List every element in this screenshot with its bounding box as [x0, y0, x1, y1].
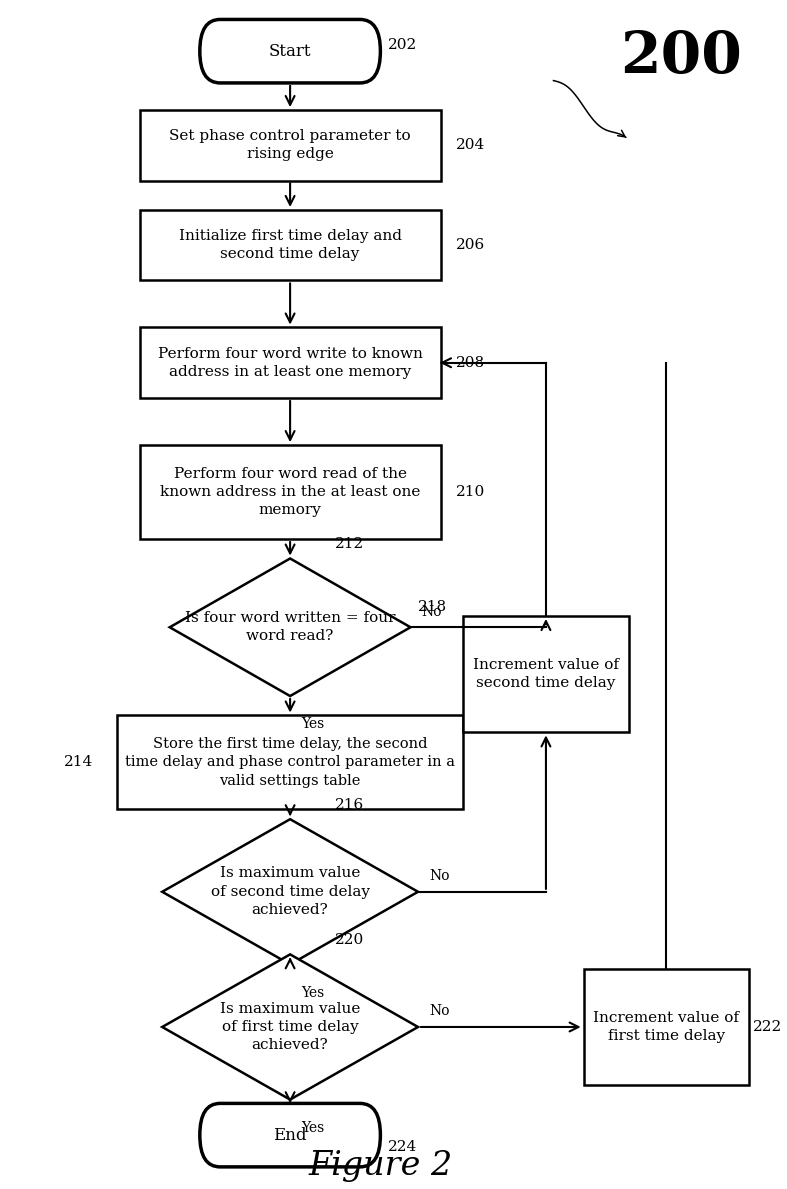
- Text: Is maximum value
of second time delay
achieved?: Is maximum value of second time delay ac…: [211, 867, 370, 917]
- Text: 204: 204: [456, 138, 485, 152]
- FancyBboxPatch shape: [200, 1103, 380, 1166]
- Text: No: No: [422, 604, 442, 618]
- Text: Set phase control parameter to
rising edge: Set phase control parameter to rising ed…: [169, 130, 411, 162]
- Text: Yes: Yes: [301, 717, 325, 731]
- Polygon shape: [162, 819, 418, 964]
- Text: Perform four word read of the
known address in the at least one
memory: Perform four word read of the known addr…: [160, 466, 420, 517]
- Text: 208: 208: [456, 356, 485, 370]
- Text: No: No: [430, 1005, 450, 1018]
- Text: 216: 216: [335, 798, 364, 812]
- Text: 206: 206: [456, 238, 485, 252]
- Text: End: End: [273, 1127, 307, 1144]
- Bar: [139, 445, 441, 539]
- Text: 214: 214: [65, 755, 94, 769]
- Bar: [139, 327, 441, 398]
- Text: 220: 220: [335, 933, 364, 948]
- Text: Perform four word write to known
address in at least one memory: Perform four word write to known address…: [157, 346, 423, 379]
- Text: 224: 224: [388, 1140, 417, 1153]
- Text: 202: 202: [388, 38, 417, 52]
- Text: 210: 210: [456, 485, 485, 499]
- Text: 222: 222: [753, 1020, 782, 1034]
- Text: Is maximum value
of first time delay
achieved?: Is maximum value of first time delay ach…: [220, 1001, 360, 1052]
- Bar: [117, 716, 464, 810]
- Text: Increment value of
second time delay: Increment value of second time delay: [473, 658, 619, 691]
- Text: Store the first time delay, the second
time delay and phase control parameter in: Store the first time delay, the second t…: [125, 737, 455, 788]
- Text: 218: 218: [418, 599, 447, 614]
- Bar: [584, 969, 749, 1086]
- Text: Increment value of
first time delay: Increment value of first time delay: [593, 1011, 739, 1043]
- Text: Yes: Yes: [301, 986, 325, 1000]
- Text: Start: Start: [269, 43, 312, 59]
- Text: 200: 200: [620, 29, 742, 86]
- Bar: [139, 210, 441, 281]
- FancyBboxPatch shape: [200, 19, 380, 83]
- Bar: [139, 109, 441, 181]
- Text: No: No: [430, 869, 450, 883]
- Text: Figure 2: Figure 2: [309, 1150, 453, 1182]
- Text: Is four word written = four
word read?: Is four word written = four word read?: [185, 611, 395, 643]
- Text: Initialize first time delay and
second time delay: Initialize first time delay and second t…: [179, 229, 401, 262]
- Text: Yes: Yes: [301, 1121, 325, 1134]
- Polygon shape: [170, 559, 411, 696]
- Text: 212: 212: [335, 537, 364, 552]
- Polygon shape: [162, 955, 418, 1100]
- Bar: [464, 616, 629, 732]
